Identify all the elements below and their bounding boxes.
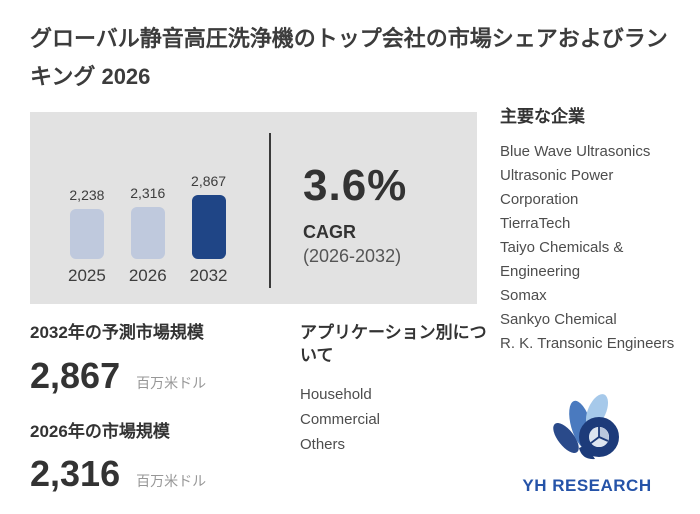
bar (191, 195, 226, 259)
current-market-size-row: 2,316 百万米ドル (30, 452, 300, 495)
page-title: グローバル静音高圧洗浄機のトップ会社の市場シェアおよびランキング 2026 (30, 26, 668, 89)
bar-group: 2,316 2026 (129, 185, 167, 285)
bar-value-label: 2,867 (191, 173, 227, 189)
bar-year-label: 2025 (68, 266, 106, 285)
company-item: Blue Wave Ultrasonics (500, 142, 651, 160)
forecast-market-size-unit: 百万米ドル (136, 374, 207, 391)
company-item: Somax (500, 286, 547, 304)
application-list: Household Commercial Others (300, 382, 496, 457)
forecast-market-size-block: 2032年の予測市場規模 2,867 百万米ドル (30, 320, 300, 397)
yh-research-logo-icon (553, 394, 619, 460)
bar-year-label: 2026 (128, 266, 167, 285)
forecast-market-size-heading: 2032年の予測市場規模 (30, 323, 204, 342)
cagr-value: 3.6% (303, 161, 408, 210)
application-item: Others (300, 435, 346, 453)
market-size-section: 2032年の予測市場規模 2,867 百万米ドル 2026年の市場規模 2,31… (30, 320, 300, 495)
company-item: R. K. Transonic Engineers (500, 334, 675, 352)
company-item: TierraTech (500, 214, 571, 232)
market-chart-panel: 2,238 2025 2,316 2026 2,867 2032 3.6% CAGR (2… (30, 112, 477, 304)
application-item: Household (300, 385, 372, 403)
bar (69, 209, 104, 259)
forecast-market-size-value: 2,867 (30, 354, 121, 396)
yh-research-logo-text: YH RESEARCH (522, 476, 652, 495)
applications-section: アプリケーション別について Household Commercial Others (300, 322, 496, 457)
company-item: Sankyo Chemical (500, 310, 617, 328)
cagr-period: (2026-2032) (303, 246, 402, 266)
bar-chart: 2,238 2025 2,316 2026 2,867 2032 (68, 173, 227, 285)
bar-value-label: 2,238 (69, 187, 105, 203)
bar-group: 2,867 2032 (190, 173, 228, 285)
cagr-block: 3.6% CAGR (2026-2032) (303, 164, 407, 267)
company-list: Blue Wave Ultrasonics Ultrasonic Power Co… (500, 140, 690, 356)
bar-year-label: 2032 (189, 266, 228, 285)
cagr-label: CAGR (303, 222, 356, 242)
forecast-market-size-row: 2,867 百万米ドル (30, 354, 300, 397)
current-market-size-heading: 2026年の市場規模 (30, 421, 170, 441)
current-market-size-value: 2,316 (30, 453, 121, 495)
application-item: Commercial (300, 410, 381, 428)
key-companies-heading: 主要な企業 (500, 107, 585, 126)
bar (130, 207, 165, 259)
bar-group: 2,238 2025 (68, 187, 106, 285)
bar-value-label: 2,316 (130, 185, 166, 201)
current-market-size-block: 2026年の市場規模 2,316 百万米ドル (30, 419, 300, 496)
current-market-size-unit: 百万米ドル (136, 473, 207, 490)
applications-heading: アプリケーション別について (300, 323, 487, 365)
yh-research-logo: YH RESEARCH (492, 394, 682, 499)
company-item: Ultrasonic Power Corporation (500, 166, 614, 208)
key-companies-section: 主要な企業 Blue Wave Ultrasonics Ultrasonic Po… (500, 104, 690, 356)
vertical-divider (269, 133, 271, 288)
company-item: Taiyo Chemicals & Engineering (500, 238, 624, 280)
